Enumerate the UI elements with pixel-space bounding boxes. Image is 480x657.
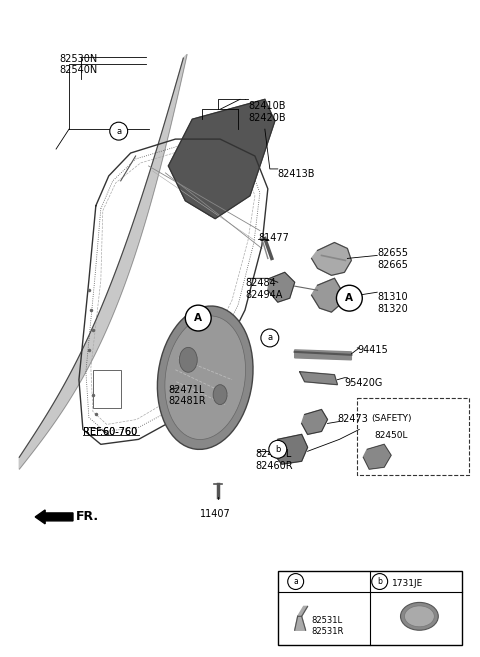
Text: A: A xyxy=(194,313,202,323)
Circle shape xyxy=(372,574,388,589)
Text: b: b xyxy=(377,577,382,586)
Bar xyxy=(93,370,120,407)
Circle shape xyxy=(269,440,287,458)
Ellipse shape xyxy=(157,306,253,449)
Text: a: a xyxy=(267,334,272,342)
Circle shape xyxy=(288,574,304,589)
Polygon shape xyxy=(298,606,308,616)
Text: 82530N
82540N: 82530N 82540N xyxy=(60,54,98,75)
Text: 82531L
82531R: 82531L 82531R xyxy=(312,616,344,636)
Polygon shape xyxy=(19,55,187,469)
Text: 94415: 94415 xyxy=(357,345,388,355)
Polygon shape xyxy=(168,99,275,219)
Circle shape xyxy=(261,329,279,347)
Polygon shape xyxy=(300,372,337,384)
Text: a: a xyxy=(293,577,298,586)
Circle shape xyxy=(185,305,211,331)
Polygon shape xyxy=(363,444,391,469)
Text: 81477: 81477 xyxy=(258,233,289,242)
Text: 11407: 11407 xyxy=(200,509,230,519)
Text: REF.60-760: REF.60-760 xyxy=(83,428,137,438)
Ellipse shape xyxy=(213,384,227,405)
Text: 82450L
82460R: 82450L 82460R xyxy=(255,449,292,471)
Text: 82413B: 82413B xyxy=(278,169,315,179)
Polygon shape xyxy=(268,273,295,302)
Text: 1731JE: 1731JE xyxy=(392,579,423,587)
Polygon shape xyxy=(200,193,222,215)
Circle shape xyxy=(110,122,128,140)
Polygon shape xyxy=(301,409,327,434)
Text: b: b xyxy=(275,445,280,454)
Bar xyxy=(278,570,462,645)
Text: (SAFETY): (SAFETY) xyxy=(371,415,412,424)
Polygon shape xyxy=(312,242,351,275)
Polygon shape xyxy=(295,350,351,360)
Text: 82471L
82481R: 82471L 82481R xyxy=(168,384,206,406)
Text: 82410B
82420B: 82410B 82420B xyxy=(248,101,286,123)
Ellipse shape xyxy=(180,348,197,373)
Polygon shape xyxy=(312,279,341,312)
FancyArrow shape xyxy=(35,510,73,524)
Text: FR.: FR. xyxy=(76,510,99,524)
Bar xyxy=(357,397,468,475)
Text: 82484
82494A: 82484 82494A xyxy=(245,279,282,300)
Text: A: A xyxy=(346,293,353,303)
Circle shape xyxy=(336,285,362,311)
Text: 95420G: 95420G xyxy=(344,378,383,388)
Ellipse shape xyxy=(400,602,438,630)
Text: 82473: 82473 xyxy=(337,415,368,424)
Text: 82655
82665: 82655 82665 xyxy=(377,248,408,270)
Ellipse shape xyxy=(405,606,434,627)
Text: REF.60-760: REF.60-760 xyxy=(83,428,137,438)
Polygon shape xyxy=(272,434,308,464)
Text: 82450L: 82450L xyxy=(374,432,408,440)
Text: 81310
81320: 81310 81320 xyxy=(377,292,408,314)
Text: a: a xyxy=(116,127,121,135)
Ellipse shape xyxy=(165,316,246,440)
Polygon shape xyxy=(295,616,306,630)
